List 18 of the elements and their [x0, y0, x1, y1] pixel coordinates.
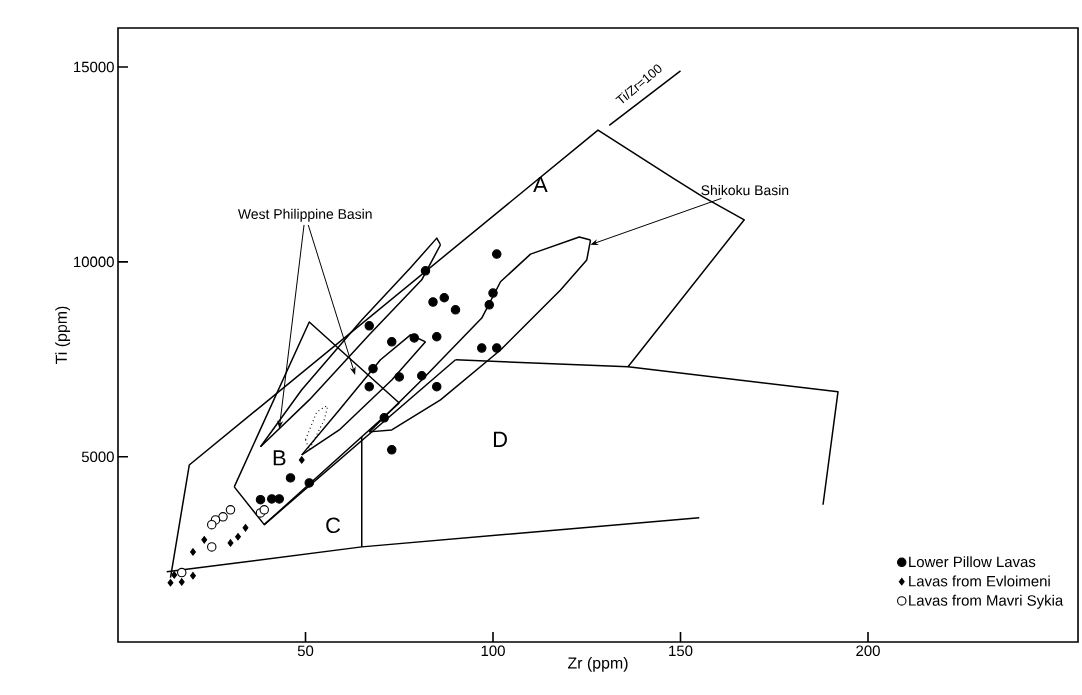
annotation: B: [273, 450, 286, 466]
x-tick-label: 200: [856, 645, 880, 657]
x-axis-title: Zr (ppm): [567, 656, 628, 672]
x-tick-label: 100: [481, 645, 505, 657]
x-tick-label: 150: [669, 645, 693, 657]
legend-label: Lower Pillow Lavas: [909, 556, 1036, 568]
y-tick-label: 10000: [74, 256, 114, 268]
x-tick-label: 50: [297, 645, 314, 657]
legend-label: Lavas from Evloimeni: [909, 575, 1050, 587]
y-tick-label: 5000: [81, 451, 114, 463]
annotation: C: [326, 517, 341, 534]
annotation: West Philippine Basin: [237, 208, 372, 222]
legend-label: Lavas from Mavri Sykia: [909, 594, 1064, 609]
annotation: Shikoku Basin: [701, 184, 789, 196]
annotation: A: [533, 177, 548, 193]
y-axis-title: Ti (ppm): [55, 306, 71, 365]
y-tick-label: 15000: [74, 61, 114, 73]
annotation: D: [493, 431, 507, 447]
